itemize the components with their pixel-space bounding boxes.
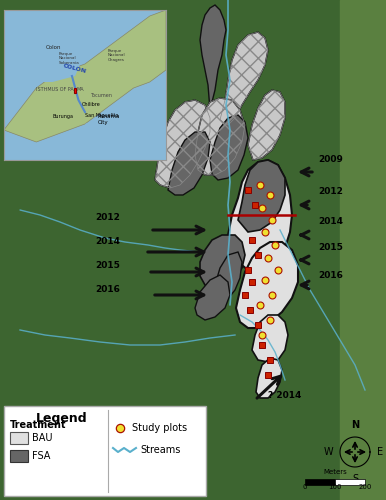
Text: 2015: 2015 xyxy=(95,260,120,270)
Polygon shape xyxy=(195,275,230,320)
Text: Parque
Nacional
Chagres: Parque Nacional Chagres xyxy=(108,49,125,62)
Text: 2016: 2016 xyxy=(318,270,343,280)
Text: Parque
Nacional
Soberania: Parque Nacional Soberania xyxy=(59,52,80,65)
Polygon shape xyxy=(256,358,282,398)
Text: Study plots: Study plots xyxy=(132,423,187,433)
Text: ISTHMUS OF PA: ISTHMUS OF PA xyxy=(36,87,74,92)
Polygon shape xyxy=(340,0,386,500)
Text: N: N xyxy=(351,420,359,430)
Polygon shape xyxy=(210,115,248,180)
Text: Tocumen: Tocumen xyxy=(90,93,112,98)
Text: Meters: Meters xyxy=(323,469,347,475)
Polygon shape xyxy=(252,315,288,362)
Polygon shape xyxy=(195,98,245,175)
Text: FSA: FSA xyxy=(32,451,51,461)
Polygon shape xyxy=(168,132,210,195)
Text: 2009: 2009 xyxy=(318,156,343,164)
Text: Panama
City: Panama City xyxy=(98,114,120,125)
Polygon shape xyxy=(228,160,292,272)
Text: ? 2014: ? 2014 xyxy=(268,390,301,400)
Polygon shape xyxy=(212,252,242,302)
Text: MA: MA xyxy=(77,87,85,92)
Text: W: W xyxy=(323,447,333,457)
Bar xyxy=(10,432,28,444)
Bar xyxy=(335,479,365,485)
Text: 2012: 2012 xyxy=(318,188,343,196)
FancyBboxPatch shape xyxy=(4,406,206,496)
Text: 200: 200 xyxy=(358,484,372,490)
Text: 100: 100 xyxy=(328,484,342,490)
Polygon shape xyxy=(236,242,298,328)
Polygon shape xyxy=(155,100,210,188)
Text: 2012: 2012 xyxy=(95,214,120,222)
Bar xyxy=(10,450,28,462)
Bar xyxy=(74,88,76,93)
Text: BAU: BAU xyxy=(32,433,52,443)
Bar xyxy=(305,479,335,485)
Polygon shape xyxy=(200,5,226,110)
Text: COLON: COLON xyxy=(62,63,87,74)
Polygon shape xyxy=(200,235,245,288)
Text: San Miguelito: San Miguelito xyxy=(85,113,118,118)
Text: Chilibre: Chilibre xyxy=(82,102,100,107)
Text: E: E xyxy=(377,447,383,457)
Text: Streams: Streams xyxy=(140,445,180,455)
Polygon shape xyxy=(238,160,285,232)
Text: 2016: 2016 xyxy=(95,286,120,294)
Bar xyxy=(340,0,386,500)
Text: S: S xyxy=(352,474,358,484)
Text: Treatment: Treatment xyxy=(10,420,66,430)
Text: Burunga: Burunga xyxy=(52,114,73,119)
Polygon shape xyxy=(248,90,285,160)
Text: 2014: 2014 xyxy=(95,238,120,246)
Polygon shape xyxy=(4,10,166,142)
Text: Legend: Legend xyxy=(36,412,88,425)
Polygon shape xyxy=(220,32,268,125)
Polygon shape xyxy=(4,10,85,82)
Text: 2014: 2014 xyxy=(318,218,343,226)
Text: Colon: Colon xyxy=(46,45,61,50)
Polygon shape xyxy=(85,112,166,160)
Text: 2015: 2015 xyxy=(318,244,343,252)
Text: 0: 0 xyxy=(303,484,307,490)
